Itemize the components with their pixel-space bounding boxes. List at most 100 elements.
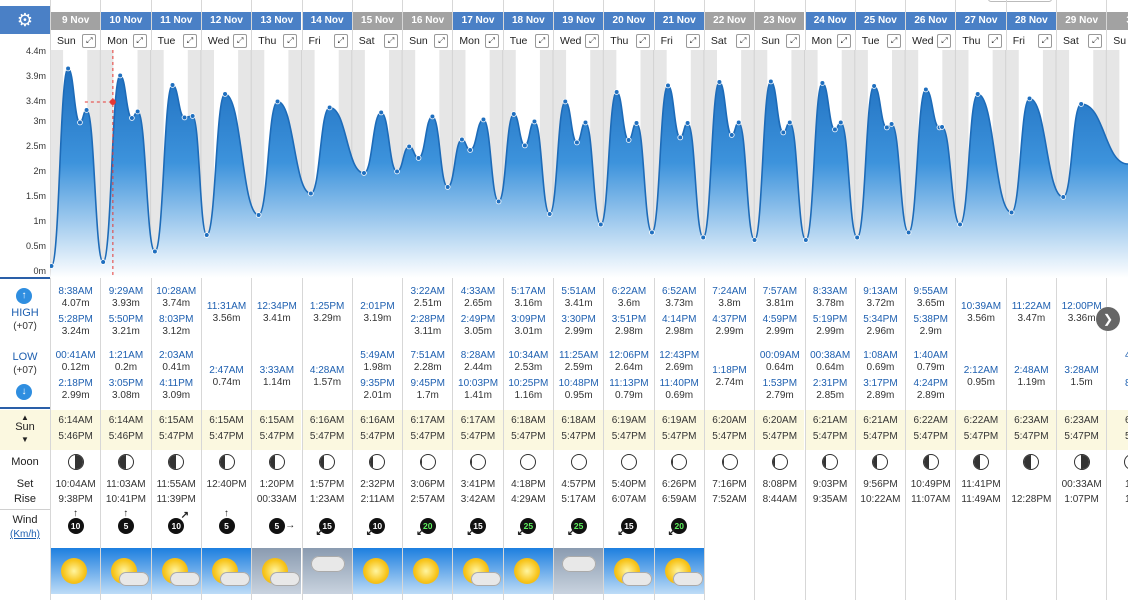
expand-day-icon[interactable]: ⤢	[333, 34, 348, 48]
expand-day-icon[interactable]: ⤢	[534, 34, 549, 48]
day-header[interactable]: 10 Nov	[101, 12, 151, 30]
sun-row-bg	[755, 410, 805, 450]
moon-divider	[0, 509, 50, 510]
day-header[interactable]: 20 Nov	[604, 12, 654, 30]
high-tide-time: 2:49PM	[460, 314, 496, 325]
high-tide-height: 2.99m	[715, 326, 744, 337]
expand-day-icon[interactable]: ⤢	[384, 34, 399, 48]
day-header[interactable]: 9 Nov	[51, 12, 101, 30]
tide-point	[531, 118, 538, 125]
tide-point	[429, 113, 436, 120]
sun-row-bg	[604, 410, 654, 450]
moon-phase-icon	[319, 454, 336, 470]
high-tide-time: 5:17AM	[511, 286, 546, 297]
day-header[interactable]: 19 Nov	[554, 12, 604, 30]
day-header[interactable]: 13 Nov	[252, 12, 302, 30]
day-header[interactable]: 16 Nov	[403, 12, 453, 30]
tide-point	[203, 232, 210, 238]
expand-day-icon[interactable]: ⤢	[434, 34, 449, 48]
day-header[interactable]: 25 Nov	[855, 12, 906, 30]
next-arrow-icon[interactable]: ❯	[1096, 307, 1120, 331]
high-tide-time: 8:33AM	[812, 286, 848, 297]
expand-day-icon[interactable]: ⤢	[1037, 34, 1052, 48]
low-tide-time: 2:18PM	[58, 378, 93, 389]
day-header[interactable]: 17 Nov	[453, 12, 503, 30]
low-tide-height: 2.01m	[363, 390, 392, 401]
moon-phase-icon	[721, 454, 738, 470]
expand-day-icon[interactable]: ⤢	[132, 34, 147, 48]
expand-day-icon[interactable]: ⤢	[585, 34, 600, 48]
expand-day-icon[interactable]: ⤢	[635, 34, 650, 48]
day-header[interactable]: 30	[1107, 12, 1128, 30]
expand-day-icon[interactable]: ⤢	[736, 34, 751, 48]
low-tide-height: 0.64m	[816, 362, 845, 373]
high-tide-time: 4:14PM	[662, 314, 697, 325]
day-column: 23 Nov Sun ⤢ 7:57AM 3.81m 4:59PM 2.99m 00:09AM 0…	[754, 0, 805, 600]
day-header[interactable]: 11 Nov	[151, 12, 201, 30]
moon-shadow	[873, 455, 878, 469]
sun-row-bg	[1107, 410, 1128, 450]
day-header[interactable]: 21 Nov	[654, 12, 704, 30]
expand-day-icon[interactable]: ⤢	[233, 34, 248, 48]
cloud-icon	[672, 572, 703, 586]
expand-day-icon[interactable]: ⤢	[987, 34, 1002, 48]
day-header[interactable]: 29 Nov	[1057, 12, 1107, 30]
high-tide-time: 4:59PM	[762, 314, 798, 325]
cloud-icon	[622, 572, 653, 586]
expand-day-icon[interactable]: ⤢	[836, 34, 851, 48]
day-header[interactable]: 22 Nov	[704, 12, 755, 30]
sun-row-bg	[252, 410, 302, 450]
moon-set-time: 4:18PM	[511, 479, 546, 490]
moon-shadow	[923, 455, 929, 469]
expand-day-icon[interactable]: ⤢	[937, 34, 952, 48]
day-header[interactable]: 24 Nov	[805, 12, 855, 30]
gear-icon[interactable]: ⚙	[0, 6, 50, 34]
day-header[interactable]: 23 Nov	[755, 12, 805, 30]
moon-set-time: 1:57PM	[309, 479, 345, 490]
low-tide-height: 2.44m	[464, 362, 492, 373]
day-header[interactable]: 27 Nov	[956, 12, 1006, 30]
moon-set-time: 11:03AM	[106, 479, 146, 490]
high-tide-time: 6:22AM	[611, 286, 647, 297]
sunrise-time: 6:23AM	[1064, 415, 1099, 426]
day-column: 9 Nov Sun ⤢ 8:38AM 4.07m 5:28PM 3.24m 00:41AM 0.…	[50, 0, 101, 600]
high-tide-height: 2.98m	[615, 326, 643, 337]
high-tide-time: 6:52AM	[662, 286, 697, 297]
tide-point	[854, 234, 860, 241]
low-tide-time: 00:38AM	[810, 350, 851, 361]
low-tide-height: 2.28m	[413, 362, 442, 373]
sun-row-bg	[0, 410, 50, 450]
low-tide-time: 11:40PM	[659, 378, 699, 389]
low-tide-time: 10:34AM	[508, 350, 549, 361]
day-header[interactable]: 26 Nov	[906, 12, 956, 30]
weekday-label: Sat	[358, 35, 375, 47]
day-header[interactable]: 18 Nov	[503, 12, 553, 30]
high-tide-time: 4:33AM	[460, 286, 496, 297]
moon-phase-icon	[218, 454, 235, 470]
expand-day-icon[interactable]: ⤢	[887, 34, 902, 48]
moon-set-time: 9:03PM	[812, 479, 848, 490]
expand-day-icon[interactable]: ⤢	[685, 34, 700, 48]
tide-point	[117, 72, 123, 79]
expand-day-icon[interactable]: ⤢	[82, 34, 97, 48]
high-tide-time: 10:39AM	[961, 301, 1002, 312]
expand-day-icon[interactable]: ⤢	[786, 34, 801, 48]
moon-set-time: 00:33AM	[1061, 479, 1102, 490]
high-tide-height: 3.81m	[765, 298, 794, 309]
day-header[interactable]: 15 Nov	[352, 12, 403, 30]
expand-day-icon[interactable]: ⤢	[283, 34, 298, 48]
expand-day-icon[interactable]: ⤢	[182, 34, 197, 48]
expand-day-icon[interactable]: ⤢	[1088, 34, 1103, 48]
sun-row-bg	[302, 410, 352, 450]
expand-day-icon[interactable]: ⤢	[484, 34, 499, 48]
day-header[interactable]: 14 Nov	[302, 12, 352, 30]
tide-point	[444, 184, 451, 190]
day-header[interactable]: 28 Nov	[1006, 12, 1056, 30]
wind-unit-link[interactable]: (Km/h)	[10, 529, 40, 540]
low-tz: (+07)	[13, 365, 37, 376]
sunset-time: 5:47PM	[963, 431, 999, 442]
low-tide-height: 0.95m	[967, 377, 995, 388]
moon-set-time: 3:41PM	[460, 479, 496, 490]
low-tide-height: 2.53m	[514, 362, 543, 373]
day-header[interactable]: 12 Nov	[201, 12, 252, 30]
